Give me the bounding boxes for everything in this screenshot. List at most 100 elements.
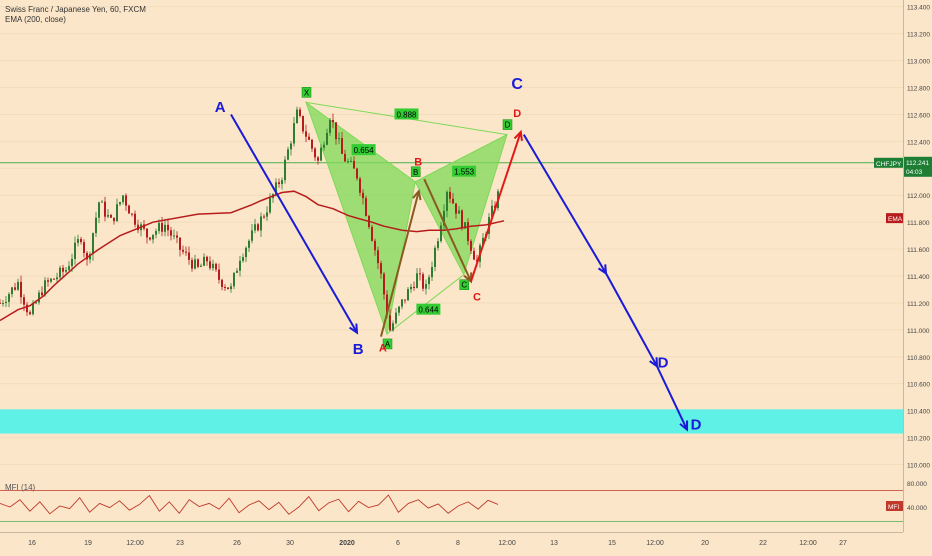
ema-tag: EMA [888,216,903,223]
candle-body [245,247,247,258]
candle-body [29,312,31,315]
candle-body [389,315,391,331]
candle-body [53,278,55,280]
ratio-box [394,108,419,120]
candle-body [110,214,112,218]
price-tick: 112.000 [907,193,930,200]
pattern-point-box [410,166,421,178]
candle-body [257,224,259,231]
candle-body [83,242,85,253]
price-tick: 110.000 [907,463,930,470]
price-tick: 110.200 [907,436,930,443]
ratio-label: 0.888 [396,110,417,119]
price-axis[interactable]: 113.400 113.200 113.000 112.800 112.600 112.4… [903,0,932,532]
pattern-point-box [301,87,312,98]
price-tick: 113.200 [907,32,930,39]
pattern-triangle-xab [304,100,416,336]
mfi-chart[interactable]: MFI [0,480,903,532]
pattern-point-label-a: A [385,340,391,349]
ratio-box [351,144,376,156]
price-tick: 110.400 [907,409,930,416]
main-chart-pane[interactable]: X A B C D 0.888 0.654 1.553 0.644 A B A B C D C D D CHFJPY… [0,0,903,478]
mfi-pane[interactable]: MFI [0,480,903,532]
candle-body [392,323,394,331]
candle-body [149,237,151,240]
candle-body [92,233,94,255]
candle-body [308,136,310,140]
candle-body [338,138,340,140]
mfi-line [0,494,499,515]
time-tick: 16 [28,540,36,547]
time-tick: 8 [456,540,460,547]
candle-body [287,149,289,160]
candle-body [296,109,298,124]
time-tick: 12:00 [646,540,664,547]
candle-body [182,249,184,252]
candle-body [71,258,73,267]
time-tick: 13 [550,540,558,547]
time-tick: 6 [396,540,400,547]
candle-body [197,259,199,267]
candle-body [113,217,115,222]
candle-body [461,210,463,229]
candle-body [371,226,373,241]
candle-body [428,277,430,285]
pattern-point-label-b: B [413,168,418,177]
candle-body [62,267,64,272]
candle-body [23,297,25,305]
candle-body [38,292,40,303]
candle-body [413,286,415,288]
candle-body [224,287,226,289]
candle-body [206,256,208,262]
candle-body [410,286,412,290]
candle-body [305,131,307,137]
candle-body [467,222,469,241]
candle-body [236,270,238,273]
candle-body [41,292,43,296]
price-tick: 112.600 [907,112,930,119]
candle-body [446,191,448,211]
candle-body [161,222,163,232]
price-tick: 113.000 [907,59,930,66]
candle-body [335,122,337,140]
pattern-point-box [382,338,393,350]
candle-body [440,225,442,242]
candle-body [203,256,205,266]
brown-ab-arrow [380,190,420,337]
red-label-d: D [513,108,521,120]
candle-body [275,182,277,195]
time-tick: 12:00 [126,540,144,547]
candle-body [65,269,67,272]
candle-body [185,251,187,253]
candle-body [20,281,22,298]
candle-body [434,247,436,268]
brown-ab-arrow-head [412,188,422,201]
blue-label-b: B [353,341,364,358]
red-label-c: C [473,291,481,303]
symbol-legend: Swiss Franc / Japanese Yen, 60, FXCM [5,5,146,14]
blue-ab-arrow-head [348,323,359,335]
time-axis[interactable]: 16 19 12:00 23 26 30 2020 6 8 12:00 13 15 12:00 20 22 1… [0,532,903,551]
red-label-b: B [414,157,422,169]
candle-body [425,284,427,289]
candle-body [350,160,352,162]
candle-body [452,198,454,204]
candle-body [293,123,295,144]
blue-label-d2: D [691,417,702,434]
candle-body [242,257,244,261]
candle-body [137,224,139,231]
candle-body [317,157,319,161]
candle-body [179,237,181,250]
candle-body [95,217,97,234]
candle-body [320,147,322,161]
candle-body [458,210,460,214]
candle-body [359,178,361,193]
candle-body [248,240,250,248]
price-tick: 111.600 [907,247,930,254]
support-zone [0,409,903,434]
candle-body [347,161,349,163]
candle-body [170,230,172,236]
mfi-tick: 80.000 [907,481,927,488]
candle-body [194,259,196,269]
